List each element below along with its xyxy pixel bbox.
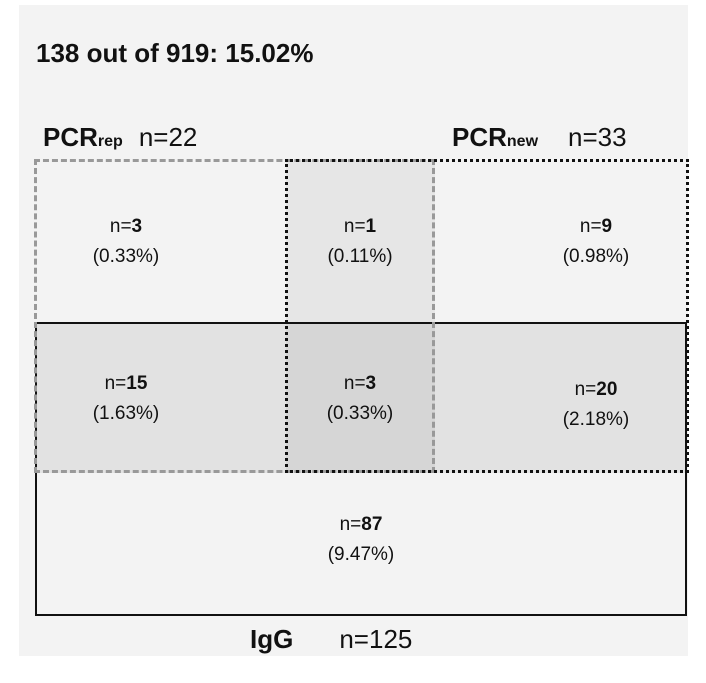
igg-name: IgG	[250, 624, 294, 654]
diagram-title: 138 out of 919: 15.02%	[36, 38, 314, 68]
new-igg-overlap-region	[435, 323, 686, 473]
region-rep-new-prefix: n=	[343, 216, 366, 237]
pcr-rep-sub: rep	[97, 133, 123, 150]
pcr-new-name: PCR	[452, 122, 507, 152]
rep-igg-overlap-region	[36, 323, 286, 473]
region-new-only: n=9 (0.98%)	[526, 212, 666, 272]
igg-label: IgG n=125	[250, 624, 412, 655]
region-all-three-count: 3	[365, 373, 377, 394]
region-rep-new: n=1 (0.11%)	[290, 212, 430, 272]
region-new-igg-prefix: n=	[574, 379, 597, 400]
region-rep-only: n=3 (0.33%)	[56, 212, 196, 272]
region-new-only-prefix: n=	[579, 216, 602, 237]
region-all-three-prefix: n=	[343, 373, 366, 394]
region-igg-only-prefix: n=	[339, 514, 362, 535]
region-igg-only: n=87 (9.47%)	[291, 510, 431, 570]
region-new-igg-percent: (2.18%)	[562, 409, 630, 430]
region-rep-igg: n=15 (1.63%)	[56, 369, 196, 429]
pcr-new-box	[285, 159, 689, 473]
pcr-rep-box	[34, 159, 435, 473]
region-new-only-count: 9	[601, 216, 613, 237]
pcr-new-sub: new	[506, 133, 539, 150]
region-rep-new-count: 1	[365, 216, 377, 237]
pcr-rep-label: PCRrep n=22	[43, 122, 197, 153]
region-new-igg: n=20 (2.18%)	[526, 375, 666, 435]
region-new-only-percent: (0.98%)	[562, 246, 630, 267]
region-rep-new-percent: (0.11%)	[327, 246, 393, 267]
region-new-igg-count: 20	[596, 379, 618, 400]
pcr-rep-name: PCR	[43, 122, 98, 152]
rep-new-overlap-region	[286, 160, 435, 323]
region-rep-only-percent: (0.33%)	[92, 246, 160, 267]
region-all-three: n=3 (0.33%)	[290, 369, 430, 429]
region-rep-only-prefix: n=	[109, 216, 132, 237]
pcr-new-count: n=33	[568, 122, 627, 152]
region-rep-igg-count: 15	[126, 373, 148, 394]
region-rep-igg-prefix: n=	[104, 373, 127, 394]
region-igg-only-count: 87	[361, 514, 383, 535]
region-rep-only-count: 3	[131, 216, 143, 237]
region-rep-igg-percent: (1.63%)	[92, 403, 160, 424]
triple-overlap-region	[286, 323, 435, 473]
region-all-three-percent: (0.33%)	[326, 403, 394, 424]
region-igg-only-percent: (9.47%)	[327, 544, 395, 565]
igg-count: n=125	[339, 624, 413, 654]
pcr-new-label: PCRnew n=33	[452, 122, 627, 153]
pcr-rep-count: n=22	[138, 122, 198, 152]
